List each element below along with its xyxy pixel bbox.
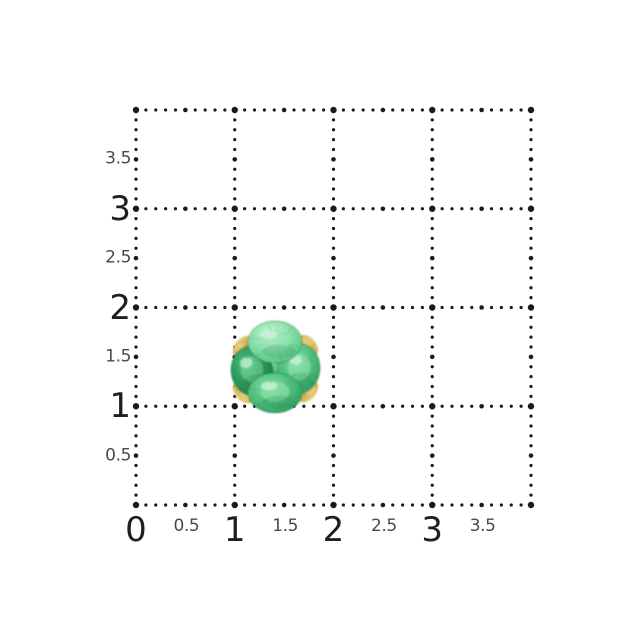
- x-tick-label-3: 3: [421, 510, 444, 550]
- emerald-stone-bottom: [247, 372, 303, 414]
- y-tick-label-1: 1: [109, 386, 131, 427]
- y-tick-label-0p5: 0.5: [105, 445, 131, 466]
- emerald-stone-top: [247, 320, 303, 364]
- x-tick-label-0p5: 0.5: [173, 516, 200, 536]
- x-tick-label-2p5: 2.5: [370, 516, 397, 536]
- y-tick-label-3p5: 3.5: [105, 148, 131, 169]
- x-tick-label-3p5: 3.5: [469, 516, 496, 536]
- x-tick-label-1: 1: [223, 510, 246, 550]
- y-tick-label-1p5: 1.5: [105, 346, 131, 367]
- x-tick-label-1p5: 1.5: [272, 516, 299, 536]
- y-tick-label-2p5: 2.5: [105, 247, 131, 268]
- y-tick-label-3: 3: [109, 188, 131, 229]
- x-tick-label-0: 0: [125, 510, 147, 550]
- x-tick-label-2: 2: [322, 510, 345, 550]
- y-tick-label-2: 2: [109, 287, 131, 328]
